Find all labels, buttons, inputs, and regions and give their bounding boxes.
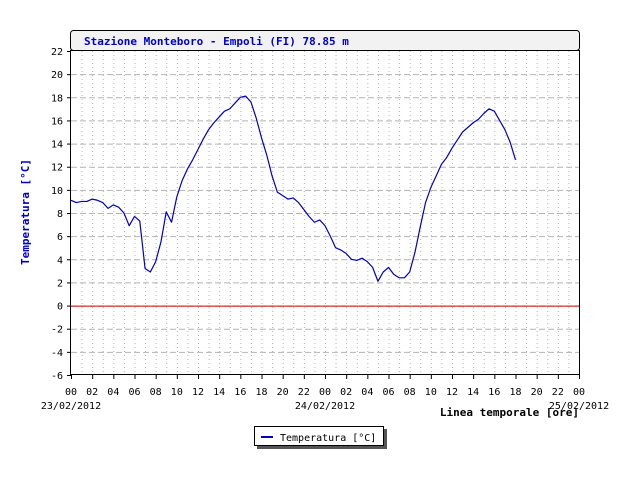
y-tick-label: -4 [51,348,63,359]
date-label: 25/02/2012 [549,401,609,412]
x-tick-label: 16 [488,387,500,398]
date-labels: 23/02/2012 24/02/2012 25/02/2012 [41,401,609,412]
x-tick-label: 08 [150,387,162,398]
x-tick-label: 18 [509,387,521,398]
x-tick-label: 16 [234,387,246,398]
x-tick-label: 14 [467,387,479,398]
series-layer [70,95,517,282]
x-tick-label: 22 [552,387,564,398]
x-tick-label: 00 [573,387,585,398]
y-tick-label: 10 [51,186,63,197]
x-tick-label: 08 [404,387,416,398]
y-tick-label: 0 [57,302,63,313]
x-tick-label: 02 [340,387,352,398]
date-label: 23/02/2012 [41,401,101,412]
x-tick-label: 00 [319,387,331,398]
x-tick-label: 04 [107,387,119,398]
x-tick-label: 20 [277,387,289,398]
y-tick-label: 22 [51,47,63,58]
y-tick-label: -6 [51,371,63,382]
y-tick-label: 14 [51,140,63,151]
y-axis-ticks: -6 -4 -2 0 2 4 6 8 10 12 14 16 18 20 22 [51,47,71,382]
y-tick-label: 2 [57,278,63,289]
legend: Temperatura [°C] [254,426,387,449]
x-tick-label: 02 [86,387,98,398]
x-axis-ticks: 00 02 04 06 08 10 12 14 16 18 20 22 00 02 04 06 08 10 12 14… [65,375,585,398]
y-tick-label: 8 [57,209,63,220]
x-tick-label: 18 [255,387,267,398]
date-label: 24/02/2012 [295,401,355,412]
y-axis-label: Temperatura [°C] [19,159,32,265]
x-tick-label: 20 [531,387,543,398]
x-axis-label: Linea temporale [ore] [440,406,579,419]
y-tick-label: 18 [51,93,63,104]
x-tick-label: 10 [171,387,183,398]
x-tick-label: 14 [213,387,225,398]
x-tick-label: 06 [128,387,140,398]
y-tick-label: 6 [57,232,63,243]
legend-box [254,426,384,446]
plot-area [70,50,580,375]
x-tick-label: 00 [65,387,77,398]
x-tick-label: 04 [361,387,373,398]
x-tick-label: 06 [382,387,394,398]
y-tick-label: -2 [51,325,63,336]
legend-label: Temperatura [°C] [280,433,376,444]
x-tick-label: 12 [192,387,204,398]
y-tick-label: 20 [51,70,63,81]
x-tick-label: 10 [425,387,437,398]
series-line-temperatura [70,95,517,282]
chart-title: Stazione Monteboro - Empoli (FI) 78.85 m [84,35,349,48]
y-tick-label: 16 [51,116,63,127]
y-tick-label: 4 [57,255,63,266]
y-tick-label: 12 [51,163,63,174]
x-tick-label: 22 [298,387,310,398]
x-tick-label: 12 [446,387,458,398]
